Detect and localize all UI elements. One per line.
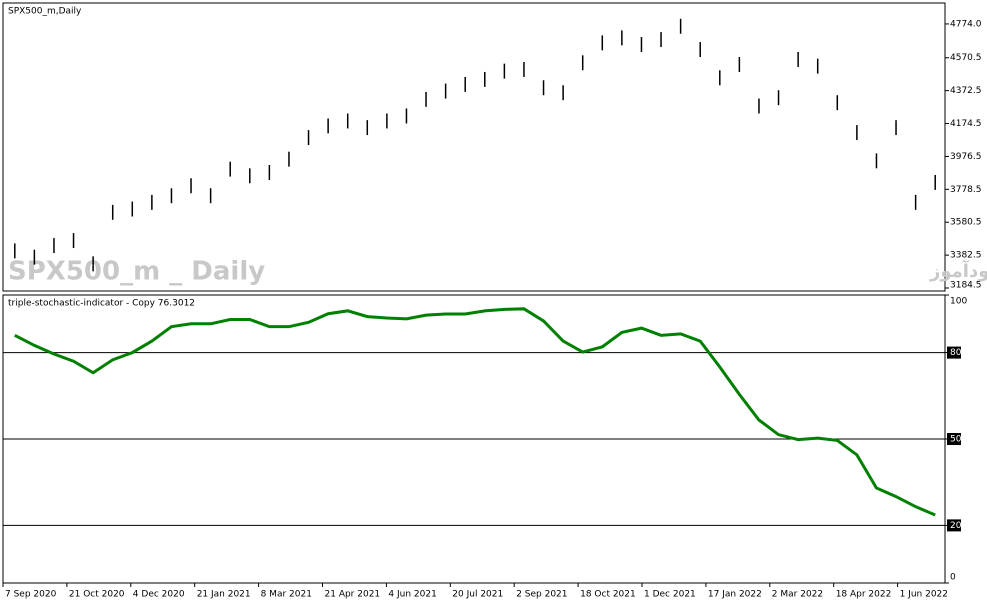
y-tick-label: 4174.5 bbox=[950, 119, 982, 129]
x-tick-label: 2 Sep 2021 bbox=[516, 590, 567, 600]
x-tick-label: 18 Oct 2021 bbox=[580, 590, 636, 600]
level-label-box bbox=[947, 433, 961, 445]
x-tick-label: 1 Dec 2021 bbox=[644, 590, 696, 600]
x-tick-label: 8 Mar 2021 bbox=[261, 590, 312, 600]
x-tick-label: 1 Jun 2022 bbox=[900, 590, 948, 600]
x-tick-label: 21 Apr 2021 bbox=[325, 590, 381, 600]
x-tick-label: 21 Jan 2021 bbox=[197, 590, 251, 600]
x-tick-label: 20 Jul 2021 bbox=[452, 590, 503, 600]
level-label-box bbox=[947, 519, 961, 532]
x-tick-label: 17 Jan 2022 bbox=[708, 590, 762, 600]
y-tick-label: 3184.5 bbox=[950, 281, 982, 291]
y-tick-label: 50 bbox=[950, 435, 962, 445]
y-tick-label: 4774.0 bbox=[950, 19, 982, 29]
y-tick-label: 100 bbox=[950, 297, 967, 307]
y-tick-label: 20 bbox=[950, 521, 962, 531]
x-tick-label: 2 Mar 2022 bbox=[772, 590, 823, 600]
x-tick-label: 7 Sep 2020 bbox=[5, 590, 57, 600]
x-tick-label: 21 Oct 2020 bbox=[69, 590, 125, 600]
y-tick-label: 3580.5 bbox=[950, 218, 982, 228]
level-label-box bbox=[947, 346, 961, 359]
y-tick-label: 80 bbox=[950, 348, 962, 358]
y-tick-label: 3778.5 bbox=[950, 185, 982, 195]
indicator-title: triple-stochastic-indicator - Copy 76.30… bbox=[8, 299, 195, 309]
y-tick-label: 3976.5 bbox=[950, 152, 982, 162]
y-tick-label: 4570.5 bbox=[950, 53, 982, 63]
indicator-line bbox=[14, 307, 936, 517]
annotation: انتشار در سایت سودآموز bbox=[929, 259, 987, 282]
watermark: SPX500_m _ Daily bbox=[8, 257, 265, 287]
x-tick-label: 4 Jun 2021 bbox=[388, 590, 436, 600]
y-tick-label: 0 bbox=[950, 573, 956, 583]
chart-title: SPX500_m,Daily bbox=[8, 7, 82, 17]
x-tick-label: 4 Dec 2020 bbox=[133, 590, 185, 600]
x-tick-label: 18 Apr 2022 bbox=[836, 590, 892, 600]
y-tick-label: 4372.5 bbox=[950, 86, 982, 96]
y-tick-label: 3382.5 bbox=[950, 251, 982, 261]
price-panel bbox=[2, 2, 946, 292]
